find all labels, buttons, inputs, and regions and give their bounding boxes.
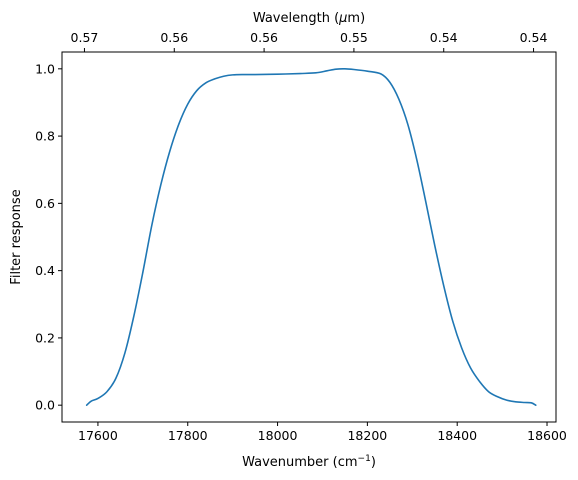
y-tick-label: 0.2 [35,330,55,345]
bottom-x-ticks: 17600 17800 18000 18200 18400 18600 [78,422,567,443]
y-axis-label: Filter response [9,189,24,284]
y-tick-label: 0.0 [35,398,55,413]
top-tick-label: 0.57 [71,30,99,45]
x-tick-label: 18600 [527,428,567,443]
plot-frame [61,51,557,423]
top-tick-label: 0.54 [520,30,548,45]
x-tick-label: 18000 [258,428,298,443]
x-axis-label: Wavenumber (cm−1) [242,454,376,470]
y-tick-label: 1.0 [35,61,55,76]
top-x-ticks: 0.57 0.56 0.56 0.55 0.54 0.54 [71,30,548,52]
y-tick-label: 0.6 [35,196,55,211]
x-tick-label: 17800 [168,428,208,443]
x-tick-label: 17600 [78,428,118,443]
top-tick-label: 0.55 [340,30,368,45]
left-y-ticks: 0.0 0.2 0.4 0.6 0.8 1.0 [35,61,62,413]
top-axis-label: Wavelength (μm) [253,11,365,26]
x-tick-label: 18200 [347,428,387,443]
top-tick-label: 0.56 [250,30,278,45]
top-tick-label: 0.56 [160,30,188,45]
x-tick-label: 18400 [437,428,477,443]
series-line [85,67,537,406]
y-tick-label: 0.4 [35,263,55,278]
top-tick-label: 0.54 [430,30,458,45]
y-tick-label: 0.8 [35,129,55,144]
